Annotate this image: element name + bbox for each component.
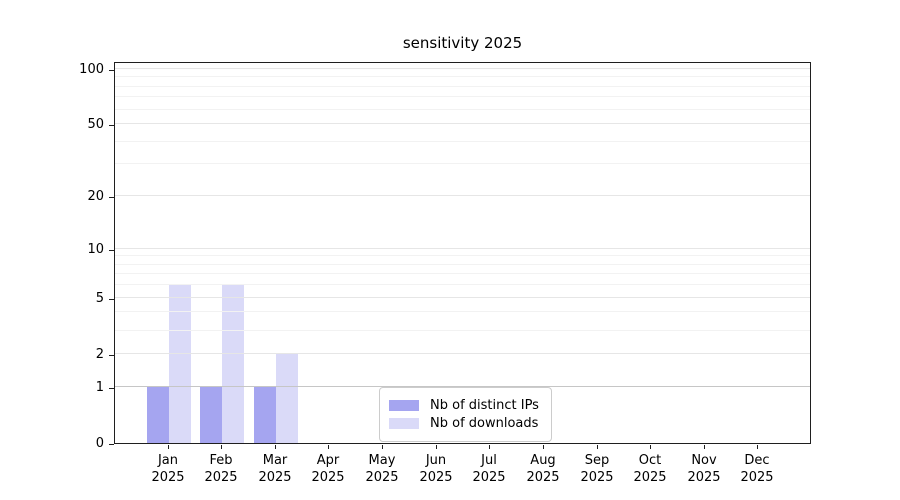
y-tick-mark <box>109 70 114 72</box>
legend-swatch <box>389 418 419 429</box>
x-tick-label: Nov 2025 <box>687 453 721 485</box>
major-gridline <box>115 68 810 69</box>
minor-gridline <box>115 76 810 77</box>
x-tick-mark <box>221 445 223 449</box>
minor-gridline <box>115 273 810 274</box>
x-tick-mark <box>543 445 545 449</box>
y-tick-mark <box>109 444 114 446</box>
y-tick-label: 50 <box>87 117 104 132</box>
y-tick-mark <box>109 355 114 357</box>
minor-gridline <box>115 96 810 97</box>
x-tick-label: May 2025 <box>365 453 399 485</box>
minor-gridline <box>115 330 810 331</box>
x-tick-mark <box>328 445 330 449</box>
minor-gridline <box>115 311 810 312</box>
x-tick-label: Apr 2025 <box>311 453 345 485</box>
x-tick-mark <box>436 445 438 449</box>
x-tick-label: Jan 2025 <box>151 453 185 485</box>
legend-swatch <box>389 400 419 411</box>
x-tick-mark <box>704 445 706 449</box>
legend-item-downloads: Nb of downloads <box>389 416 539 431</box>
major-gridline <box>115 123 810 124</box>
major-gridline <box>115 297 810 298</box>
y-tick-mark <box>109 299 114 301</box>
plot-area: Nb of distinct IPs Nb of downloads <box>114 62 811 444</box>
y-tick-label: 100 <box>79 62 104 77</box>
x-tick-mark <box>382 445 384 449</box>
major-gridline <box>115 195 810 196</box>
x-tick-label: Dec 2025 <box>740 453 774 485</box>
minor-gridline <box>115 86 810 87</box>
minor-gridline <box>115 264 810 265</box>
bar-downloads-feb <box>222 285 244 443</box>
y-tick-label: 10 <box>87 242 104 257</box>
bar-downloads-mar <box>276 354 298 443</box>
legend-item-distinct-ips: Nb of distinct IPs <box>389 398 539 413</box>
minor-gridline <box>115 284 810 285</box>
x-tick-mark <box>650 445 652 449</box>
minor-gridline <box>115 109 810 110</box>
major-gridline <box>115 353 810 354</box>
x-tick-label: Sep 2025 <box>580 453 614 485</box>
chart-title: sensitivity 2025 <box>402 34 523 52</box>
y-tick-label: 2 <box>95 347 104 362</box>
y-tick-label: 1 <box>95 380 104 395</box>
legend: Nb of distinct IPs Nb of downloads <box>379 387 552 442</box>
x-tick-label: Oct 2025 <box>633 453 667 485</box>
x-tick-label: Feb 2025 <box>204 453 238 485</box>
y-tick-label: 20 <box>87 189 104 204</box>
y-tick-mark <box>109 250 114 252</box>
y-tick-mark <box>109 125 114 127</box>
x-tick-label: Jul 2025 <box>472 453 506 485</box>
x-tick-mark <box>757 445 759 449</box>
minor-gridline <box>115 141 810 142</box>
x-tick-mark <box>489 445 491 449</box>
bar-distinct-ips-mar <box>254 387 276 443</box>
y-tick-mark <box>109 197 114 199</box>
x-tick-label: Jun 2025 <box>419 453 453 485</box>
x-tick-mark <box>168 445 170 449</box>
x-tick-label: Mar 2025 <box>258 453 292 485</box>
y-tick-label: 5 <box>95 291 104 306</box>
bar-distinct-ips-feb <box>200 387 222 443</box>
x-tick-label: Aug 2025 <box>526 453 560 485</box>
y-tick-label: 0 <box>95 436 104 451</box>
y-tick-mark <box>109 388 114 390</box>
minor-gridline <box>115 255 810 256</box>
bar-distinct-ips-jan <box>147 387 169 443</box>
x-tick-mark <box>275 445 277 449</box>
x-tick-mark <box>597 445 599 449</box>
major-gridline <box>115 248 810 249</box>
bar-downloads-jan <box>169 285 191 443</box>
legend-label: Nb of downloads <box>430 416 539 431</box>
legend-label: Nb of distinct IPs <box>430 398 539 413</box>
minor-gridline <box>115 163 810 164</box>
